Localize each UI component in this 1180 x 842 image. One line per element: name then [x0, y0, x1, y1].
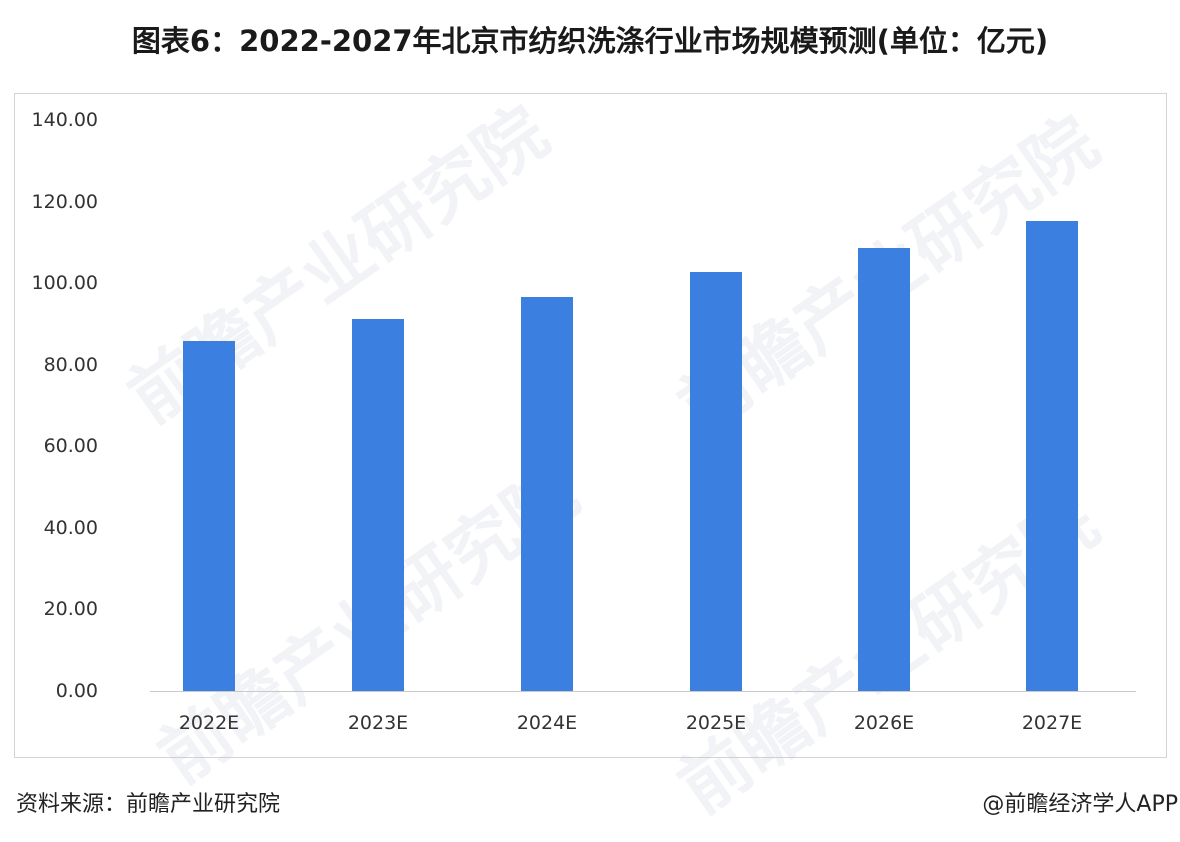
y-tick-label: 40.00	[43, 516, 98, 539]
credit-note: @前瞻经济学人APP	[982, 792, 1178, 817]
bar-2026E	[858, 248, 910, 691]
y-tick-label: 100.00	[31, 272, 98, 295]
bar-2025E	[690, 271, 742, 691]
y-tick-label: 120.00	[31, 190, 98, 213]
y-tick-label: 20.00	[43, 598, 98, 621]
y-tick-label: 60.00	[43, 435, 98, 458]
x-tick-label: 2027E	[1021, 712, 1083, 734]
bar-2027E	[1026, 220, 1078, 691]
bar-2022E	[183, 340, 235, 691]
x-tick-label: 2025E	[685, 712, 747, 734]
source-note: 资料来源：前瞻产业研究院	[16, 792, 281, 817]
y-tick-label: 140.00	[31, 109, 98, 131]
y-tick-label: 80.00	[43, 353, 98, 376]
x-tick-label: 2022E	[178, 712, 240, 734]
x-tick-label: 2024E	[516, 712, 578, 734]
x-tick-label: 2023E	[347, 712, 409, 734]
bar-2023E	[352, 318, 404, 691]
x-tick-label: 2026E	[853, 712, 915, 734]
x-axis-line	[150, 691, 1136, 692]
bar-2024E	[521, 296, 573, 691]
y-tick-label: 0.00	[55, 680, 98, 702]
chart-title: 图表6：2022-2027年北京市纺织洗涤行业市场规模预测(单位：亿元)	[131, 24, 1049, 58]
